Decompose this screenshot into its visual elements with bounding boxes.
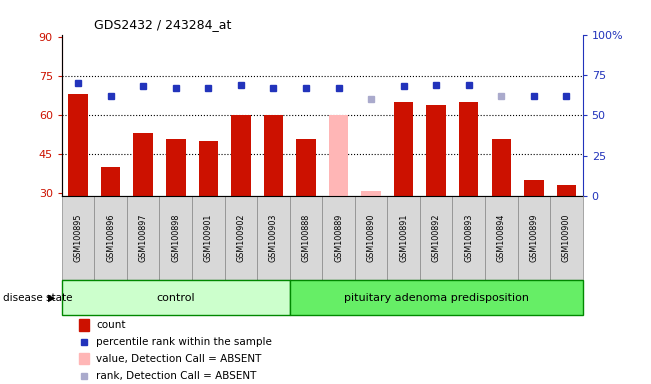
Bar [290,196,322,280]
Bar [62,280,290,315]
Bar [426,105,446,196]
Bar [264,115,283,196]
Text: count: count [96,319,126,329]
Text: GSM100899: GSM100899 [529,214,538,262]
Text: ▶: ▶ [48,293,56,303]
Text: GSM100888: GSM100888 [301,214,311,262]
Bar [355,196,387,280]
Bar [127,196,159,280]
Bar [387,196,420,280]
Text: percentile rank within the sample: percentile rank within the sample [96,337,272,347]
Bar [518,196,550,280]
Bar [329,115,348,196]
Text: pituitary adenoma predisposition: pituitary adenoma predisposition [344,293,529,303]
Text: rank, Detection Call = ABSENT: rank, Detection Call = ABSENT [96,371,256,381]
Bar [452,196,485,280]
Text: GSM100896: GSM100896 [106,214,115,262]
Bar [361,190,381,196]
Text: GDS2432 / 243284_at: GDS2432 / 243284_at [94,18,232,31]
Bar [257,196,290,280]
Text: GSM100897: GSM100897 [139,214,148,262]
Text: GSM100889: GSM100889 [334,214,343,262]
Text: GSM100893: GSM100893 [464,214,473,262]
Bar [524,180,544,196]
Text: GSM100894: GSM100894 [497,214,506,262]
Text: GSM100892: GSM100892 [432,214,441,262]
Text: GSM100900: GSM100900 [562,214,571,262]
Bar [420,196,452,280]
Bar [225,196,257,280]
Text: GSM100903: GSM100903 [269,214,278,262]
Text: value, Detection Call = ABSENT: value, Detection Call = ABSENT [96,354,262,364]
Bar [459,102,478,196]
Bar [231,115,251,196]
Bar [296,139,316,196]
Bar [79,319,89,331]
Bar [492,139,511,196]
Text: disease state: disease state [3,293,73,303]
Text: GSM100891: GSM100891 [399,214,408,262]
Text: GSM100901: GSM100901 [204,214,213,262]
Bar [166,139,186,196]
Text: GSM100898: GSM100898 [171,214,180,262]
Bar [199,141,218,196]
Bar [322,196,355,280]
Bar [79,353,89,364]
Bar [550,196,583,280]
Text: GSM100902: GSM100902 [236,214,245,262]
Bar [133,133,153,196]
Bar [557,185,576,196]
Bar [68,94,88,196]
Text: control: control [156,293,195,303]
Bar [62,196,94,280]
Text: GSM100890: GSM100890 [367,214,376,262]
Bar [290,280,583,315]
Bar [159,196,192,280]
Bar [394,102,413,196]
Bar [94,196,127,280]
Text: GSM100895: GSM100895 [74,214,83,262]
Bar [485,196,518,280]
Bar [101,167,120,196]
Bar [192,196,225,280]
